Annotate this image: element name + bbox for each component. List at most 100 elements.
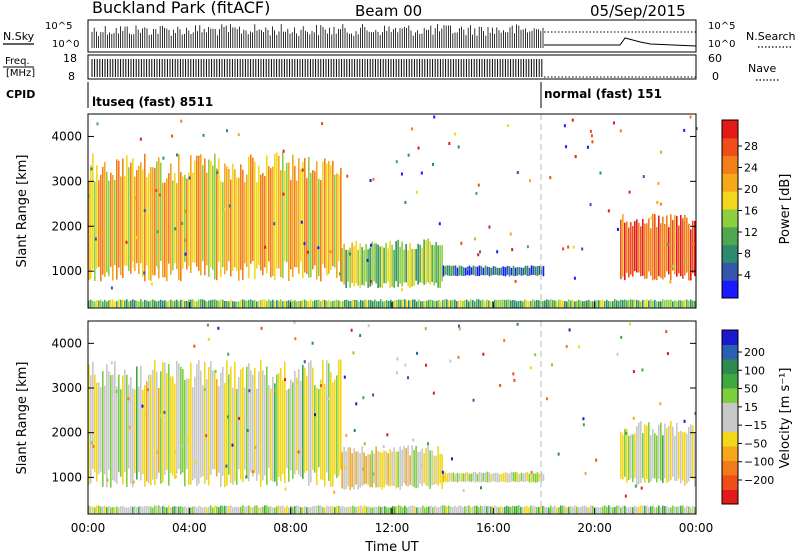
- heatmap-cell: [322, 299, 324, 308]
- heatmap-cell: [212, 299, 214, 308]
- scatter-cell: [157, 266, 160, 270]
- heatmap-cell: [204, 158, 206, 276]
- heatmap-cell: [530, 505, 532, 514]
- heatmap-cell: [391, 244, 393, 287]
- heatmap-cell: [148, 374, 150, 484]
- heatmap-cell: [166, 507, 168, 514]
- heatmap-cell: [152, 507, 154, 514]
- heatmap-cell: [294, 300, 296, 308]
- heatmap-cell: [216, 379, 218, 477]
- scatter-cell: [507, 124, 510, 128]
- heatmap-cell: [351, 242, 353, 283]
- scatter-cell: [400, 172, 403, 176]
- heatmap-cell: [646, 425, 648, 480]
- heatmap-cell: [366, 299, 368, 308]
- scatter-cell: [171, 134, 174, 138]
- heatmap-cell: [518, 505, 520, 514]
- colorbar-swatch: [722, 489, 738, 505]
- heatmap-cell: [678, 431, 680, 479]
- heatmap-cell: [126, 155, 128, 266]
- heatmap-cell: [296, 180, 298, 268]
- heatmap-cell: [592, 301, 594, 308]
- heatmap-cell: [338, 174, 340, 262]
- heatmap-cell: [158, 505, 160, 514]
- heatmap-cell: [520, 267, 523, 276]
- heatmap-cell: [188, 299, 190, 308]
- heatmap-cell: [248, 156, 250, 279]
- heatmap-cell: [186, 301, 188, 308]
- colorbar-swatch: [722, 120, 738, 139]
- scatter-cell: [419, 463, 422, 467]
- heatmap-cell: [389, 448, 391, 487]
- heatmap-cell: [600, 507, 602, 514]
- x-tick-label: 08:00: [273, 521, 308, 535]
- heatmap-cell: [426, 300, 428, 308]
- colorbar-tick-label: 15: [744, 401, 758, 414]
- heatmap-cell: [272, 376, 274, 482]
- scatter-cell: [205, 434, 208, 438]
- heatmap-cell: [224, 505, 226, 514]
- heatmap-cell: [98, 300, 100, 308]
- scatter-cell: [125, 240, 128, 244]
- heatmap-cell: [136, 300, 138, 308]
- heatmap-cell: [466, 266, 469, 275]
- scatter-cell: [355, 402, 358, 406]
- scatter-cell: [563, 124, 566, 128]
- scatter-cell: [363, 442, 366, 446]
- scatter-cell: [590, 134, 593, 138]
- heatmap-cell: [202, 299, 204, 308]
- scatter-cell: [294, 337, 297, 341]
- heatmap-cell: [226, 360, 228, 486]
- freq-tick-low: 8: [68, 70, 75, 83]
- heatmap-cell: [568, 506, 570, 514]
- heatmap-cell: [458, 265, 461, 276]
- heatmap-cell: [134, 300, 136, 308]
- heatmap-cell: [126, 374, 128, 488]
- heatmap-cell: [536, 472, 539, 483]
- heatmap-cell: [492, 506, 494, 514]
- heatmap-cell: [385, 451, 387, 485]
- heatmap-cell: [526, 300, 528, 308]
- heatmap-cell: [401, 241, 403, 287]
- heatmap-cell: [284, 170, 286, 262]
- heatmap-cell: [544, 300, 546, 308]
- heatmap-cell: [92, 153, 94, 270]
- heatmap-cell: [476, 505, 478, 514]
- heatmap-cell: [254, 368, 256, 473]
- heatmap-cell: [98, 180, 100, 267]
- velocity-colorbar-ticks: 200 100 50 15 −15 −50 −100 −200: [738, 346, 774, 487]
- heatmap-cell: [456, 301, 458, 308]
- heatmap-cell: [516, 267, 519, 276]
- scatter-cell: [682, 218, 685, 222]
- heatmap-cell: [206, 301, 208, 308]
- heatmap-cell: [162, 362, 164, 483]
- heatmap-cell: [222, 299, 224, 308]
- heatmap-cell: [358, 506, 360, 514]
- scatter-cell: [367, 324, 370, 328]
- heatmap-cell: [413, 248, 415, 287]
- scatter-cell: [568, 328, 571, 332]
- heatmap-cell: [532, 265, 535, 275]
- heatmap-cell: [162, 505, 164, 514]
- heatmap-cell: [680, 300, 682, 308]
- scatter-cell: [457, 145, 460, 149]
- heatmap-cell: [407, 445, 409, 487]
- scatter-cell: [90, 441, 93, 445]
- heatmap-cell: [522, 507, 524, 514]
- scatter-cell: [407, 376, 410, 380]
- heatmap-cell: [680, 430, 682, 484]
- heatmap-cell: [258, 371, 260, 475]
- heatmap-cell: [425, 240, 427, 284]
- heatmap-cell: [606, 299, 608, 308]
- heatmap-cell: [204, 506, 206, 514]
- heatmap-cell: [234, 169, 236, 268]
- heatmap-cell: [367, 249, 369, 289]
- heatmap-cell: [369, 454, 371, 488]
- heatmap-cell: [344, 507, 346, 514]
- heatmap-cell: [548, 507, 550, 514]
- heatmap-cell: [478, 265, 481, 277]
- scatter-cell: [460, 241, 463, 245]
- heatmap-cell: [132, 388, 134, 488]
- heatmap-cell: [480, 472, 483, 483]
- scatter-cell: [577, 345, 580, 349]
